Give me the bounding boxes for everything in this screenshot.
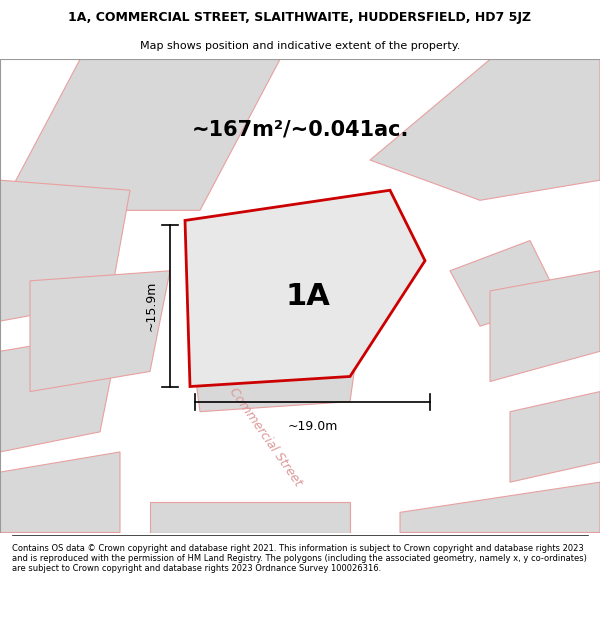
Polygon shape	[0, 331, 120, 452]
Text: ~15.9m: ~15.9m	[145, 281, 158, 331]
Text: Contains OS data © Crown copyright and database right 2021. This information is : Contains OS data © Crown copyright and d…	[12, 544, 587, 573]
Polygon shape	[150, 503, 350, 532]
Text: ~19.0m: ~19.0m	[287, 420, 338, 432]
Polygon shape	[400, 482, 600, 532]
Polygon shape	[190, 331, 360, 412]
Text: Map shows position and indicative extent of the property.: Map shows position and indicative extent…	[140, 41, 460, 51]
Polygon shape	[0, 452, 120, 532]
Polygon shape	[510, 392, 600, 482]
Polygon shape	[185, 190, 425, 386]
Polygon shape	[450, 241, 560, 326]
Text: 1A: 1A	[286, 282, 331, 311]
Polygon shape	[370, 59, 600, 200]
Text: ~167m²/~0.041ac.: ~167m²/~0.041ac.	[191, 120, 409, 140]
Text: Commercial Street: Commercial Street	[226, 385, 304, 489]
Polygon shape	[490, 271, 600, 381]
Polygon shape	[0, 180, 130, 321]
Text: 1A, COMMERCIAL STREET, SLAITHWAITE, HUDDERSFIELD, HD7 5JZ: 1A, COMMERCIAL STREET, SLAITHWAITE, HUDD…	[68, 11, 532, 24]
Polygon shape	[30, 271, 170, 392]
Polygon shape	[0, 59, 280, 211]
